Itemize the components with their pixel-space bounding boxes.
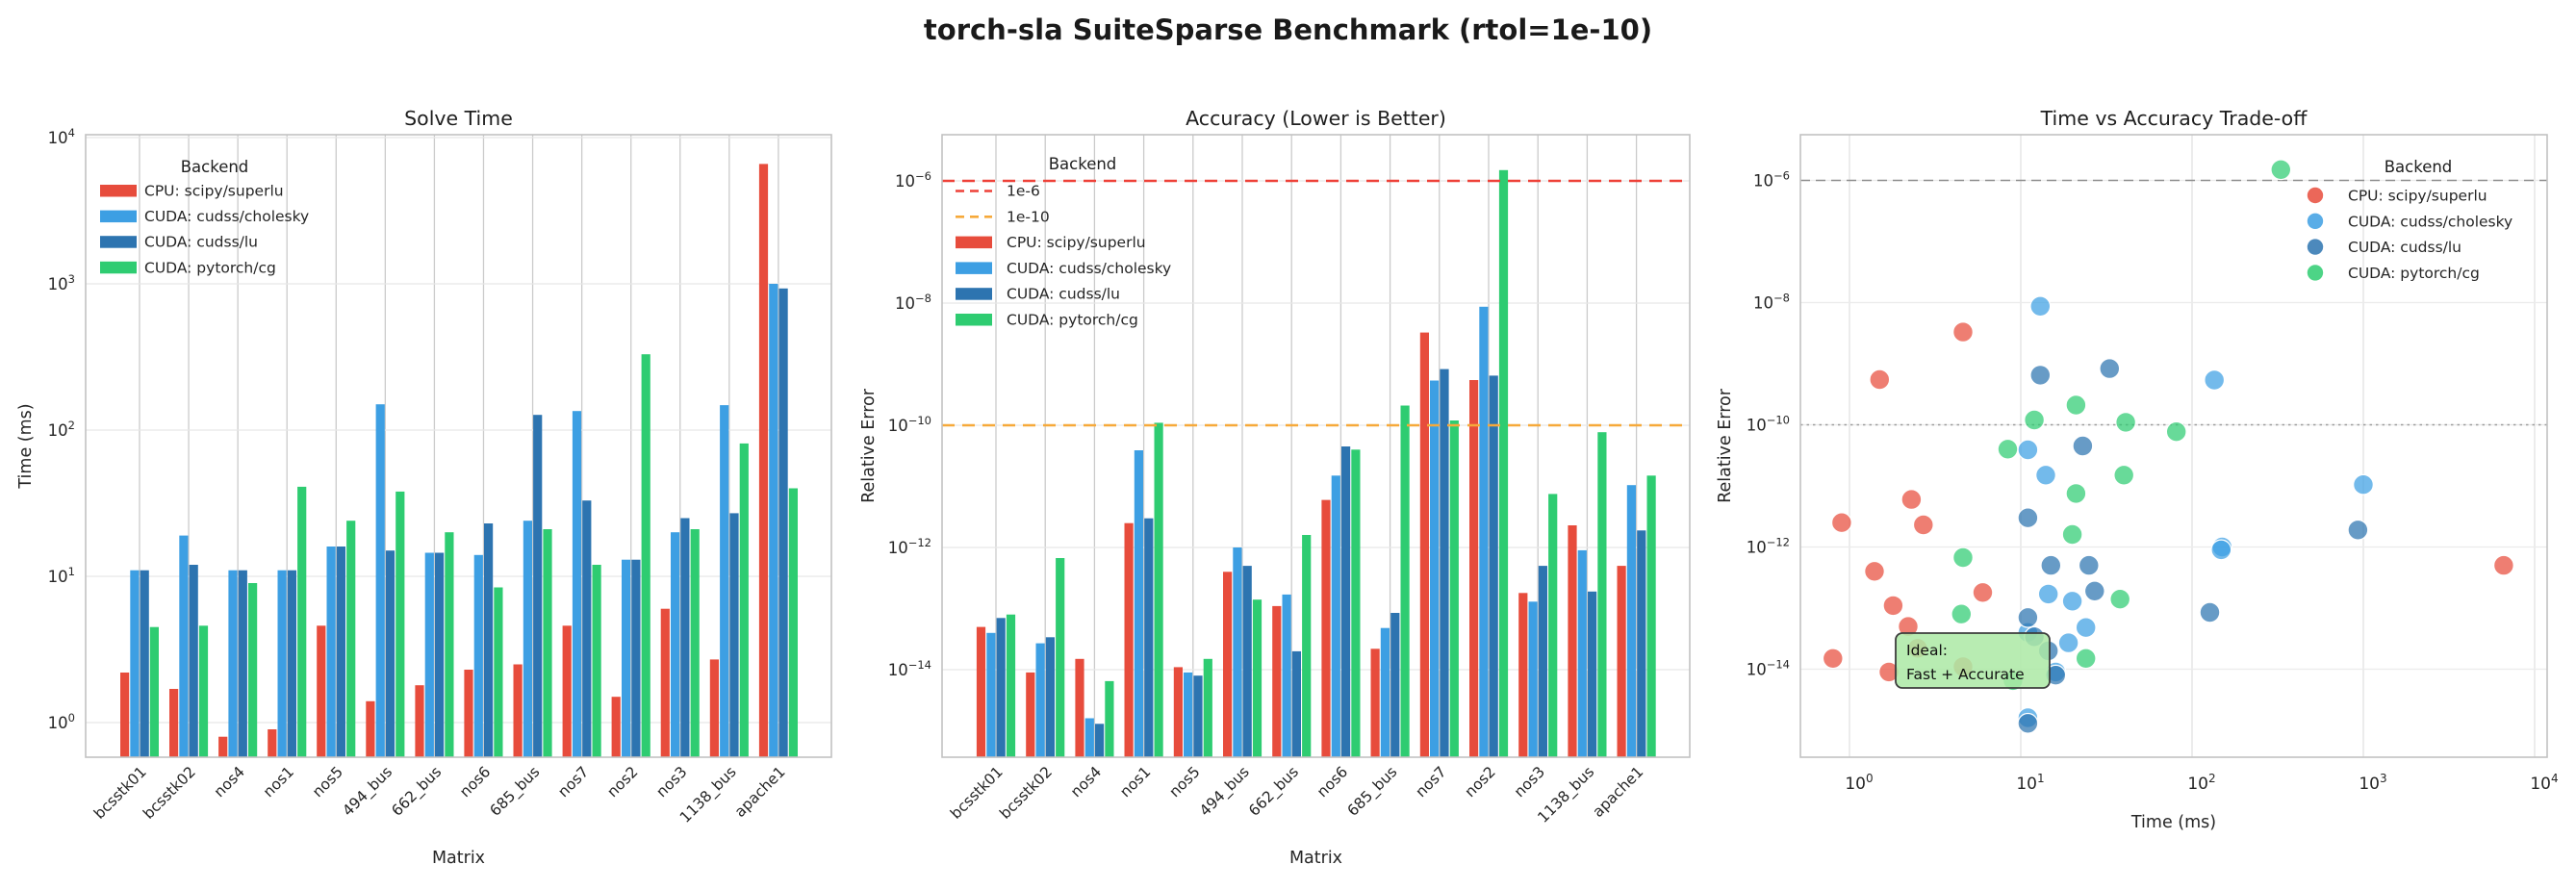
svg-text:102: 102 xyxy=(2187,772,2215,794)
svg-text:CUDA: cudss/cholesky: CUDA: cudss/cholesky xyxy=(2348,213,2512,230)
svg-text:bcsstk02: bcsstk02 xyxy=(996,763,1056,823)
svg-text:bcsstk01: bcsstk01 xyxy=(90,763,150,823)
svg-text:nos2: nos2 xyxy=(1462,763,1499,801)
svg-text:10−8: 10−8 xyxy=(1753,292,1790,313)
svg-text:10−12: 10−12 xyxy=(888,536,931,557)
svg-text:1e-6: 1e-6 xyxy=(1007,183,1040,200)
svg-text:10−12: 10−12 xyxy=(1747,536,1790,557)
svg-text:nos6: nos6 xyxy=(456,763,494,801)
svg-text:662_bus: 662_bus xyxy=(389,763,446,820)
svg-text:CPU: scipy/superlu: CPU: scipy/superlu xyxy=(1007,234,1146,251)
svg-text:10−10: 10−10 xyxy=(1747,414,1790,435)
svg-text:104: 104 xyxy=(2530,772,2558,794)
svg-text:685_bus: 685_bus xyxy=(1344,763,1401,820)
svg-text:Ideal:: Ideal: xyxy=(1906,642,1948,659)
svg-text:nos1: nos1 xyxy=(260,763,297,801)
svg-text:10−14: 10−14 xyxy=(888,658,931,679)
svg-text:Backend: Backend xyxy=(181,158,249,176)
svg-text:103: 103 xyxy=(2359,772,2386,794)
svg-text:10−6: 10−6 xyxy=(1753,169,1790,191)
bar-series xyxy=(120,164,798,757)
svg-text:Solve Time: Solve Time xyxy=(404,107,513,130)
svg-text:101: 101 xyxy=(2016,772,2044,794)
svg-text:Relative Error: Relative Error xyxy=(1716,388,1735,503)
svg-text:CUDA: cudss/lu: CUDA: cudss/lu xyxy=(1007,286,1120,303)
svg-text:1e-10: 1e-10 xyxy=(1007,208,1050,225)
svg-text:nos7: nos7 xyxy=(1413,763,1450,801)
svg-text:Accuracy (Lower is Better): Accuracy (Lower is Better) xyxy=(1186,107,1446,130)
svg-text:CUDA: pytorch/cg: CUDA: pytorch/cg xyxy=(144,259,276,276)
svg-text:Fast + Accurate: Fast + Accurate xyxy=(1906,666,2025,683)
svg-text:10−8: 10−8 xyxy=(895,292,931,313)
svg-text:CUDA: pytorch/cg: CUDA: pytorch/cg xyxy=(2348,265,2480,282)
svg-text:494_bus: 494_bus xyxy=(1196,763,1253,820)
svg-text:Relative Error: Relative Error xyxy=(859,388,879,503)
svg-text:Matrix: Matrix xyxy=(432,849,485,868)
svg-text:apache1: apache1 xyxy=(1590,763,1647,821)
svg-text:CUDA: cudss/cholesky: CUDA: cudss/cholesky xyxy=(1007,260,1171,277)
svg-text:10−6: 10−6 xyxy=(895,169,931,191)
svg-text:Backend: Backend xyxy=(1049,155,1117,173)
bar-series xyxy=(976,169,1656,758)
figure-title: torch-sla SuiteSparse Benchmark (rtol=1e… xyxy=(923,13,1653,46)
svg-text:CUDA: cudss/lu: CUDA: cudss/lu xyxy=(2348,239,2461,256)
svg-text:CUDA: pytorch/cg: CUDA: pytorch/cg xyxy=(1007,312,1138,329)
time-vs-accuracy-chart: 100 101 102 103 104 10−6 10−8 10−10 10−12 10−14 Ti… xyxy=(1716,107,2559,832)
svg-text:CUDA: cudss/lu: CUDA: cudss/lu xyxy=(144,234,258,251)
ideal-annotation: Ideal: Fast + Accurate xyxy=(1895,632,2051,689)
svg-text:Time (ms): Time (ms) xyxy=(16,403,36,489)
svg-text:nos3: nos3 xyxy=(1511,763,1548,801)
svg-text:Backend: Backend xyxy=(2385,158,2453,176)
svg-text:Time (ms): Time (ms) xyxy=(2130,813,2216,832)
svg-text:CPU: scipy/superlu: CPU: scipy/superlu xyxy=(144,183,284,200)
svg-text:nos4: nos4 xyxy=(211,763,248,801)
svg-text:nos6: nos6 xyxy=(1314,763,1351,801)
svg-text:103: 103 xyxy=(48,272,75,293)
svg-text:CPU: scipy/superlu: CPU: scipy/superlu xyxy=(2348,188,2487,205)
svg-text:100: 100 xyxy=(48,711,75,732)
svg-text:494_bus: 494_bus xyxy=(339,763,395,820)
svg-text:685_bus: 685_bus xyxy=(487,763,544,820)
svg-text:104: 104 xyxy=(48,126,75,147)
svg-text:102: 102 xyxy=(48,419,75,440)
svg-text:apache1: apache1 xyxy=(731,763,789,821)
svg-text:nos4: nos4 xyxy=(1067,763,1105,801)
svg-text:nos1: nos1 xyxy=(1116,763,1154,801)
svg-text:nos3: nos3 xyxy=(653,763,691,801)
svg-text:nos7: nos7 xyxy=(554,763,592,801)
svg-text:101: 101 xyxy=(48,565,75,586)
svg-text:662_bus: 662_bus xyxy=(1245,763,1302,820)
svg-text:100: 100 xyxy=(1845,772,1873,794)
svg-text:10−14: 10−14 xyxy=(1747,658,1790,679)
svg-text:bcsstk02: bcsstk02 xyxy=(140,763,199,823)
svg-text:bcsstk01: bcsstk01 xyxy=(947,763,1007,823)
svg-text:nos5: nos5 xyxy=(1166,763,1204,801)
svg-text:Matrix: Matrix xyxy=(1289,849,1342,868)
svg-text:10−10: 10−10 xyxy=(888,414,931,435)
svg-text:nos2: nos2 xyxy=(603,763,641,801)
svg-text:Time vs Accuracy Trade-off: Time vs Accuracy Trade-off xyxy=(2040,107,2308,130)
svg-text:nos5: nos5 xyxy=(309,763,346,801)
svg-text:CUDA: cudss/cholesky: CUDA: cudss/cholesky xyxy=(144,208,309,225)
